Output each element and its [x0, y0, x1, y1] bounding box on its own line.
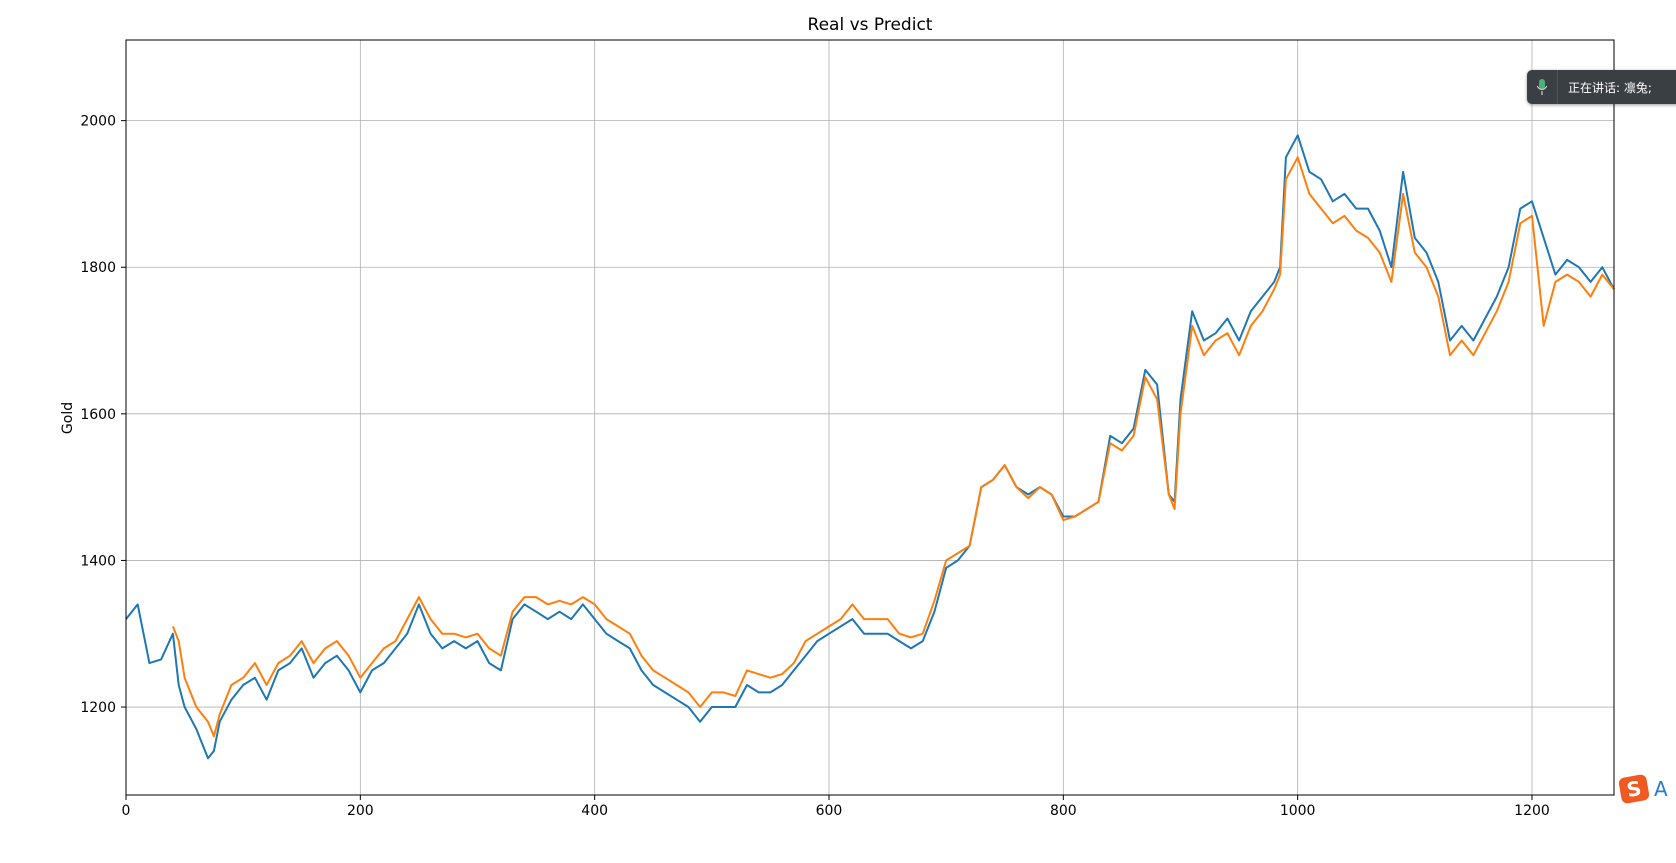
grid	[125, 40, 1614, 795]
x-tick-label: 600	[816, 803, 843, 819]
x-tick-label: 1000	[1280, 803, 1316, 819]
plot-frame	[125, 39, 1615, 796]
y-tick-label: 1400	[80, 553, 116, 569]
ime-logo-letter: S	[1617, 773, 1651, 805]
voice-input-text: 正在讲话: 凛兔;	[1568, 80, 1652, 95]
series-lines	[125, 134, 1615, 760]
y-axis: 1200 1400 1600 1800 2000	[80, 114, 126, 716]
chart-title: Real vs Predict	[808, 15, 933, 35]
sogou-ime-icon[interactable]: S A	[1617, 773, 1676, 805]
voice-input-toast: 正在讲话: 凛兔;	[1527, 70, 1676, 104]
series-line-predict	[171, 156, 1615, 738]
x-tick-label: 800	[1050, 803, 1077, 819]
x-tick-label: 400	[581, 803, 608, 819]
y-tick-label: 1200	[80, 700, 116, 716]
ime-mode-letter: A	[1654, 777, 1668, 801]
series-line-real	[125, 134, 1615, 760]
x-tick-label: 0	[122, 803, 131, 819]
x-axis: 0 200 400 600 800 1000 1200	[122, 795, 1550, 819]
y-tick-label: 2000	[80, 114, 116, 130]
y-tick-label: 1800	[80, 260, 116, 276]
y-axis-label: Gold	[60, 402, 76, 434]
microphone-icon	[1527, 70, 1558, 104]
x-tick-label: 1200	[1514, 803, 1550, 819]
x-tick-label: 200	[347, 803, 374, 819]
y-tick-label: 1600	[80, 407, 116, 423]
